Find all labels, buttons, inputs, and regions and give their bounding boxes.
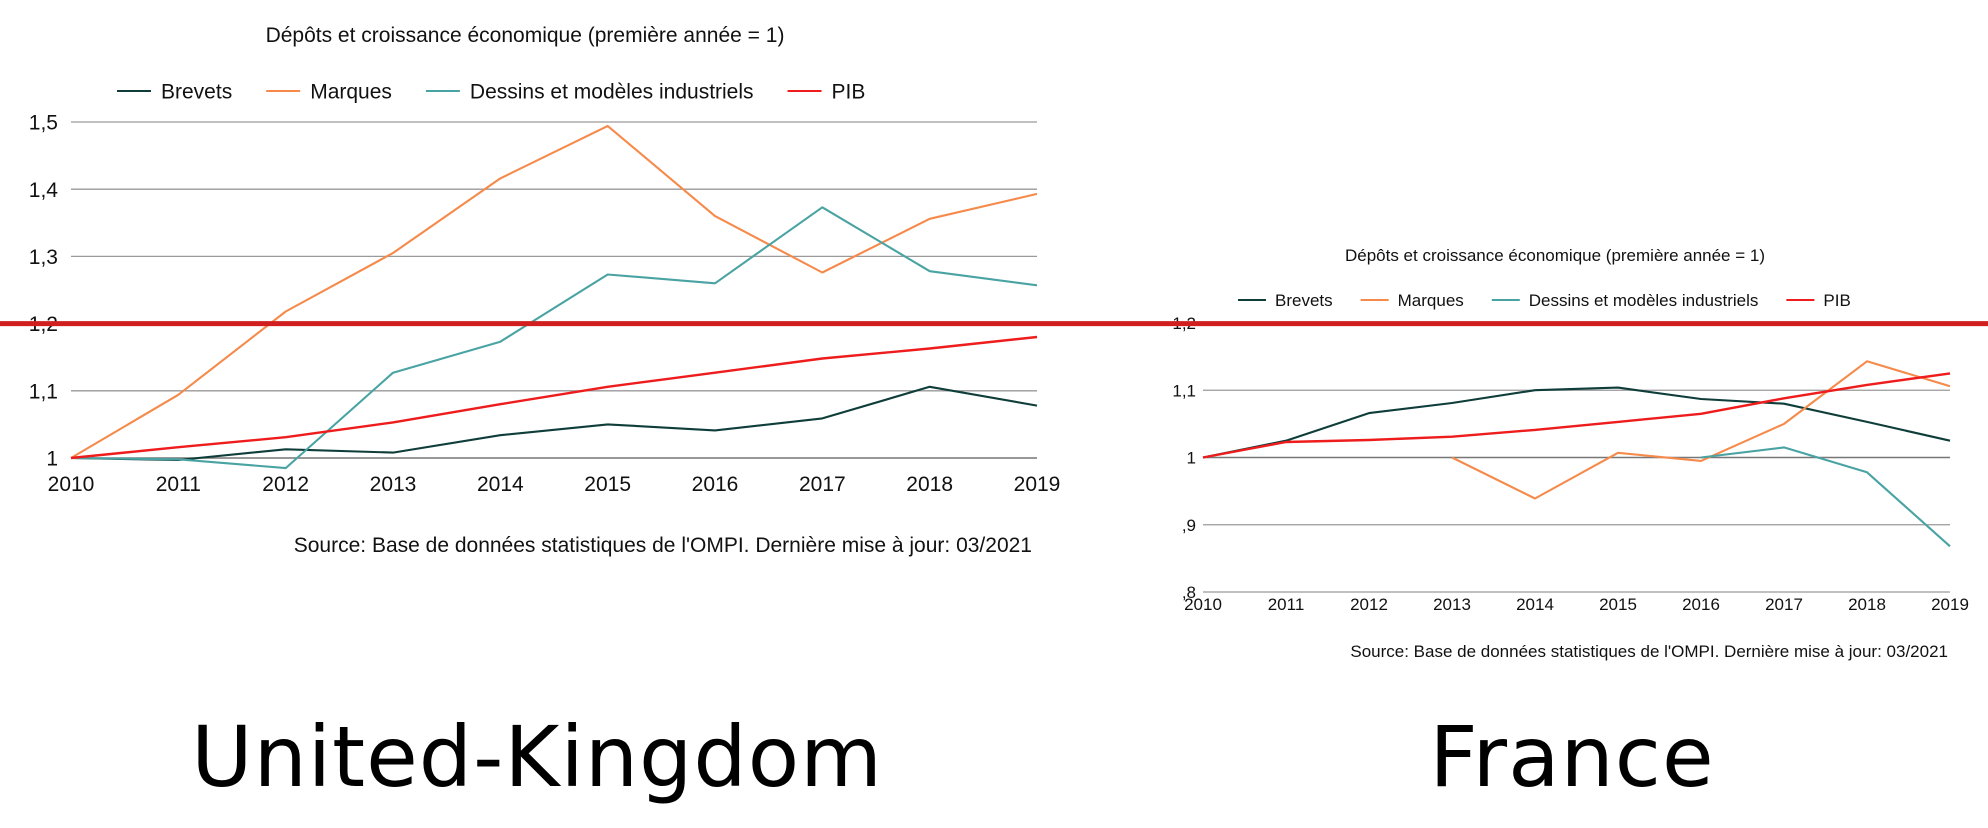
chart-france: Dépôts et croissance économique (premièr… <box>1172 246 1969 661</box>
y-tick-label: ,9 <box>1182 516 1196 535</box>
x-tick-label: 2016 <box>692 473 739 496</box>
x-tick-label: 2013 <box>370 473 417 496</box>
series-line-marques <box>70 124 1038 459</box>
series-line-pib <box>70 335 1038 460</box>
legend-label: Marques <box>310 81 392 104</box>
y-tick-label: 1,4 <box>29 179 59 202</box>
legend-label: PIB <box>1823 291 1850 310</box>
country-label-france: France <box>1429 708 1715 806</box>
x-tick-label: 2011 <box>1268 595 1305 614</box>
y-tick-label: 1,1 <box>29 380 58 403</box>
x-tick-label: 2017 <box>1765 595 1803 614</box>
legend-item-dessins-et-modeles-industriels: Dessins et modèles industriels <box>1491 291 1759 310</box>
legend-item-marques: Marques <box>266 81 392 104</box>
series-line-brevets <box>1202 386 1951 459</box>
x-tick-label: 2010 <box>1184 595 1222 614</box>
source-note: Source: Base de données statistiques de … <box>294 534 1032 557</box>
x-tick-label: 2017 <box>799 473 846 496</box>
x-tick-label: 2018 <box>1848 595 1886 614</box>
legend-label: Brevets <box>1275 291 1333 310</box>
x-tick-label: 2012 <box>262 473 309 496</box>
x-tick-label: 2019 <box>1931 595 1969 614</box>
legend-label: Dessins et modèles industriels <box>470 81 754 104</box>
series-line-pib <box>1202 372 1951 459</box>
x-tick-label: 2015 <box>584 473 631 496</box>
legend-item-brevets: Brevets <box>1238 291 1333 310</box>
chart-title: Dépôts et croissance économique (premièr… <box>266 24 785 47</box>
chart-title: Dépôts et croissance économique (premièr… <box>1345 246 1765 265</box>
y-tick-label: 1 <box>1187 449 1196 468</box>
y-tick-label: 1,5 <box>29 112 58 135</box>
source-note: Source: Base de données statistiques de … <box>1350 642 1948 661</box>
x-tick-label: 2010 <box>48 473 95 496</box>
legend-label: PIB <box>832 81 866 104</box>
x-tick-label: 2012 <box>1350 595 1388 614</box>
legend-item-dessins-et-modeles-industriels: Dessins et modèles industriels <box>425 81 754 104</box>
x-tick-label: 2014 <box>1516 595 1554 614</box>
y-tick-label: ,8 <box>1182 583 1196 602</box>
x-tick-label: 2018 <box>906 473 953 496</box>
series-line-brevets <box>70 385 1038 462</box>
legend-item-pib: PIB <box>1786 291 1851 310</box>
legend-label: Brevets <box>161 81 232 104</box>
y-tick-label: 1,3 <box>29 246 58 269</box>
x-tick-label: 2015 <box>1599 595 1637 614</box>
legend-item-brevets: Brevets <box>117 81 232 104</box>
series-line-marques <box>1451 360 1951 500</box>
y-tick-label: 1 <box>46 448 58 471</box>
series-line-dessins-et-modeles-industriels <box>1700 446 1951 548</box>
x-tick-label: 2011 <box>156 473 201 496</box>
country-label-united-kingdom: United-Kingdom <box>191 708 883 806</box>
legend-item-marques: Marques <box>1360 291 1464 310</box>
series-line-dessins-et-modeles-industriels <box>70 206 1038 470</box>
chart-united-kingdom: Dépôts et croissance économique (premièr… <box>29 24 1061 557</box>
x-tick-label: 2013 <box>1433 595 1471 614</box>
y-tick-label: 1,1 <box>1172 381 1196 400</box>
legend-label: Dessins et modèles industriels <box>1529 291 1759 310</box>
x-tick-label: 2016 <box>1682 595 1720 614</box>
legend-label: Marques <box>1398 291 1464 310</box>
x-tick-label: 2014 <box>477 473 524 496</box>
legend-item-pib: PIB <box>787 81 866 104</box>
x-tick-label: 2019 <box>1014 473 1061 496</box>
